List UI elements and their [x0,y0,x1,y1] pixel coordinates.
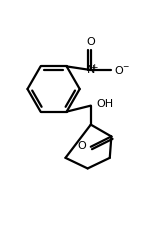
Text: OH: OH [96,99,114,109]
Text: O: O [77,141,86,151]
Text: O$^{-}$: O$^{-}$ [114,64,131,76]
Text: +: + [90,63,98,72]
Text: O: O [86,37,95,47]
Text: N: N [87,65,95,75]
